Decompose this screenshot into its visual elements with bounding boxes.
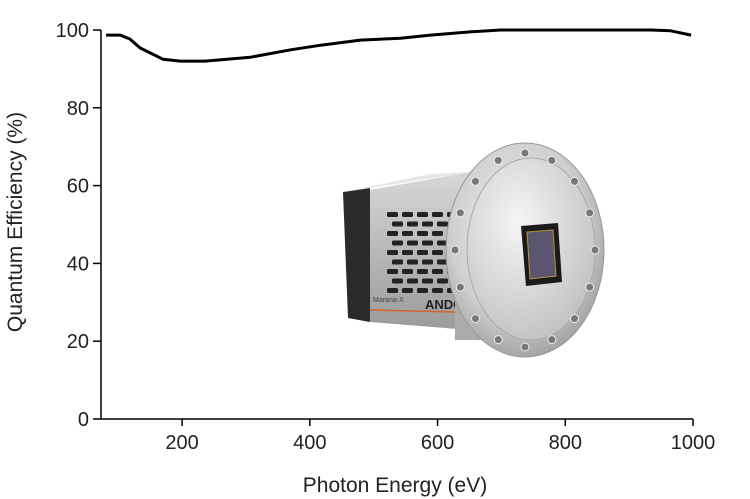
- vent-slot: [422, 259, 433, 265]
- vent-slot: [387, 212, 398, 217]
- vent-slot: [417, 269, 428, 274]
- bolt: [547, 155, 557, 165]
- vent-slot: [387, 288, 398, 293]
- qe-series-line: [106, 28, 692, 63]
- bolt: [493, 155, 503, 165]
- vent-slot: [432, 250, 443, 255]
- bolt: [569, 314, 579, 324]
- bolt: [590, 245, 600, 255]
- model-logo: Marana-X: [373, 297, 404, 304]
- vent-slot: [407, 259, 418, 265]
- bolt: [520, 342, 530, 352]
- vent-slot: [387, 250, 398, 255]
- bolt: [455, 208, 465, 218]
- vent-slot: [392, 278, 403, 284]
- bolt: [450, 245, 460, 255]
- flange-bolts: [450, 148, 600, 352]
- bolt: [547, 335, 557, 345]
- y-tick-label: 60: [67, 176, 89, 198]
- bolt: [493, 335, 503, 345]
- vent-slot: [417, 250, 428, 255]
- x-tick-label: 1000: [671, 432, 716, 454]
- vent-slot: [422, 221, 433, 227]
- vent-slot: [402, 250, 413, 255]
- vent-slot: [437, 221, 448, 227]
- bolt: [569, 176, 579, 186]
- vent-slot: [407, 240, 418, 246]
- x-axis-label: Photon Energy (eV): [303, 474, 487, 497]
- vent-slot: [417, 231, 428, 236]
- camera-image: Marana-X ANDOR: [343, 142, 605, 358]
- vent-slot: [387, 231, 398, 236]
- vent-slot: [432, 212, 443, 217]
- vent-slot: [422, 240, 433, 246]
- vent-slot: [402, 288, 413, 293]
- y-tick-label: 80: [67, 98, 89, 120]
- vent-slot: [432, 269, 443, 274]
- vent-slot: [407, 278, 418, 284]
- vent-slot: [437, 278, 448, 284]
- bolt: [471, 314, 481, 324]
- vent-slot: [437, 259, 448, 265]
- vent-slot: [437, 240, 448, 246]
- bolt: [585, 282, 595, 292]
- y-tick-label: 40: [67, 253, 89, 275]
- vent-slot: [417, 212, 428, 217]
- vent-slot: [407, 221, 418, 227]
- x-tick-label: 400: [293, 432, 326, 454]
- vent-slot: [392, 240, 403, 246]
- vent-slot: [432, 231, 443, 236]
- vent-slot: [392, 259, 403, 265]
- y-tick-label: 20: [67, 331, 89, 353]
- vent-slot: [402, 231, 413, 236]
- vent-slot: [387, 269, 398, 274]
- y-axis-label: Quantum Efficiency (%): [4, 112, 27, 332]
- vent-slot: [392, 221, 403, 227]
- vent-slot: [402, 269, 413, 274]
- vent-slot: [432, 288, 443, 293]
- vent-slot: [417, 288, 428, 293]
- y-tick-label: 100: [56, 20, 89, 42]
- y-tick-label: 0: [78, 409, 89, 431]
- x-tick-label: 200: [165, 432, 198, 454]
- vent-slot: [422, 278, 433, 284]
- bolt: [455, 282, 465, 292]
- vent-slot: [402, 212, 413, 217]
- x-tick-label: 800: [549, 432, 582, 454]
- bolt: [520, 148, 530, 158]
- bolt: [585, 208, 595, 218]
- bolt: [471, 176, 481, 186]
- x-tick-label: 600: [421, 432, 454, 454]
